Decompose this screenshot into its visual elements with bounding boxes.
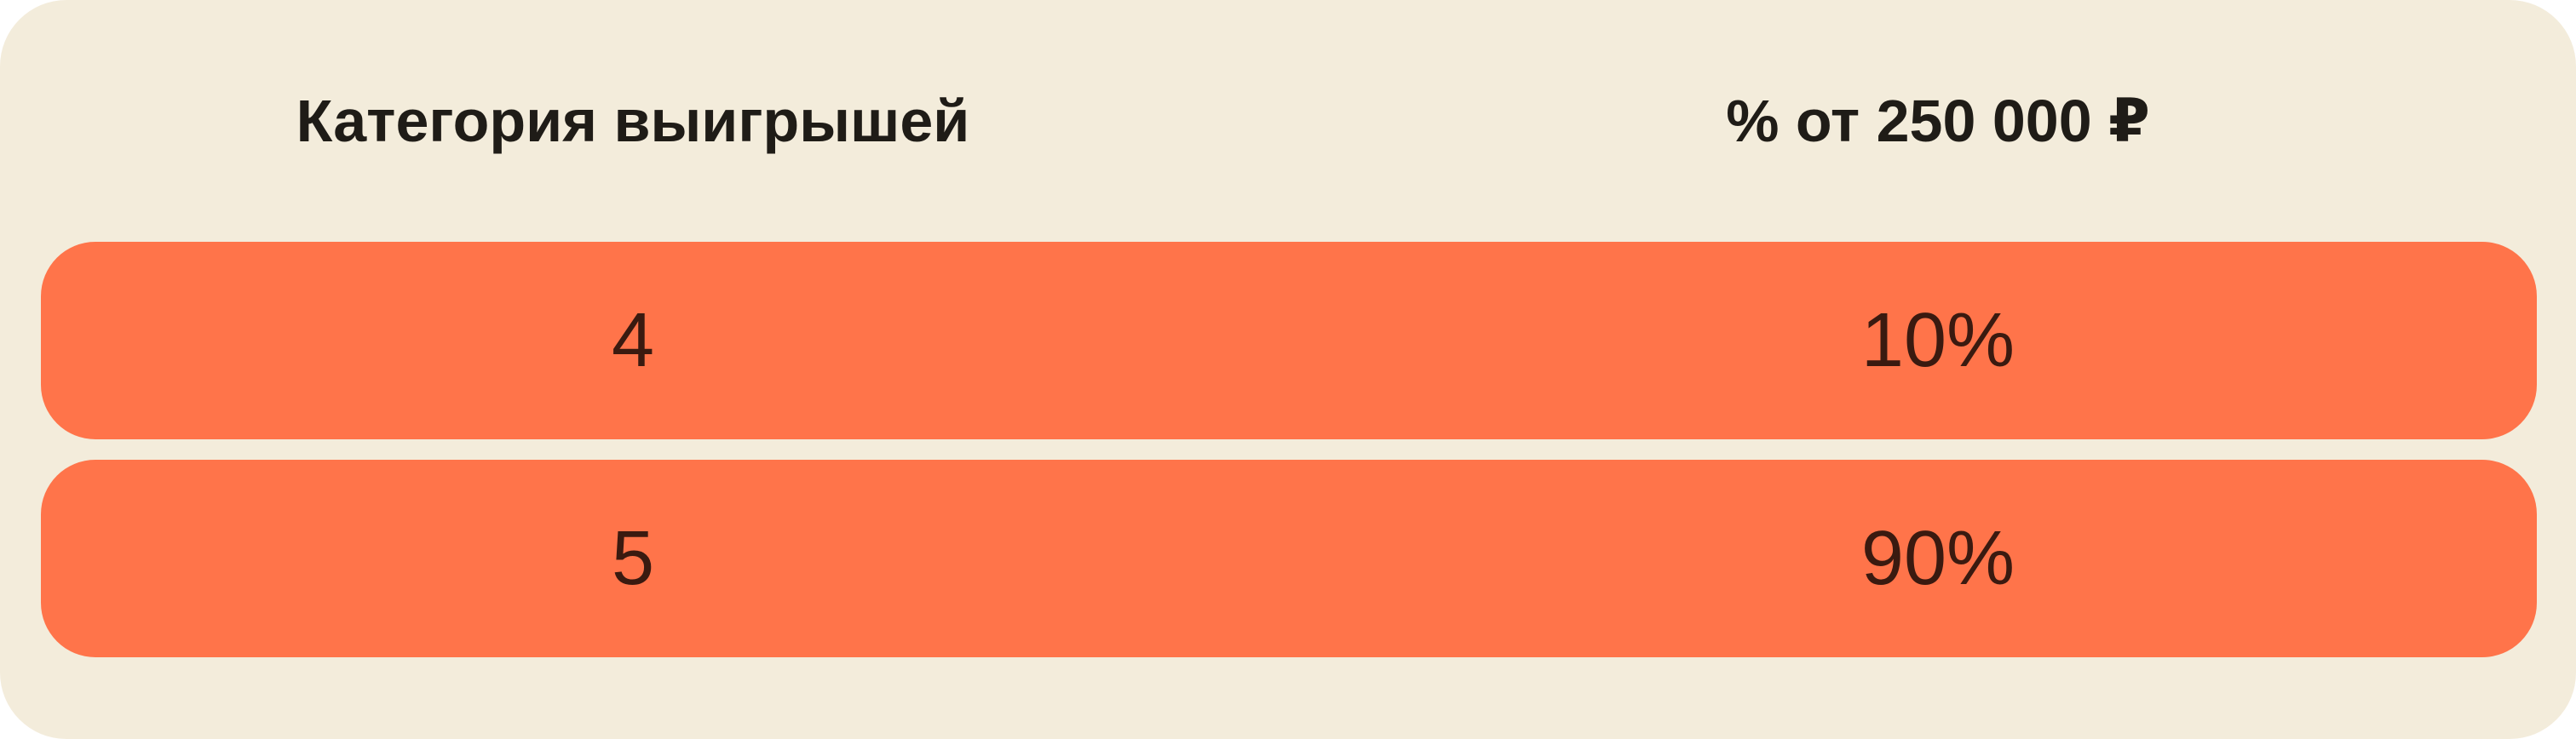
percent-cell: 90% — [1860, 515, 2015, 601]
category-cell: 5 — [611, 515, 655, 601]
header-category: Категория выигрышей — [296, 88, 970, 154]
table-row: 4 10% — [41, 242, 2537, 439]
percent-cell: 10% — [1860, 297, 2015, 383]
category-cell: 4 — [611, 297, 655, 383]
table-row: 5 90% — [41, 460, 2537, 657]
header-percent: % от 250 000 ₽ — [1726, 88, 2150, 154]
